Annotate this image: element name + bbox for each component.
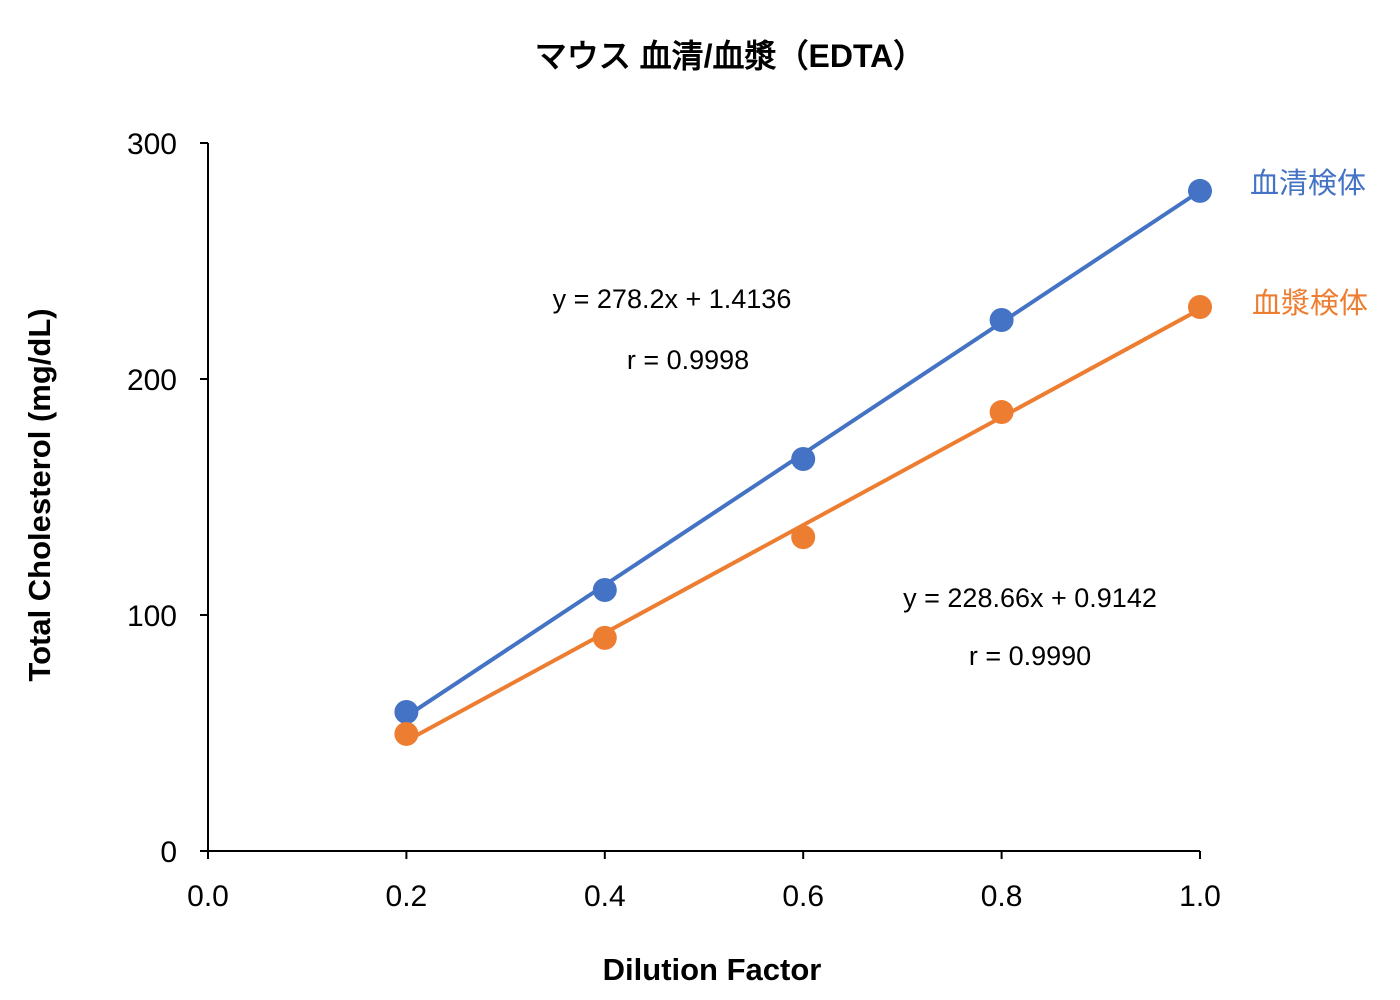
data-point-1-4 (1188, 295, 1212, 320)
data-point-1-3 (989, 400, 1014, 425)
x-axis-label: Dilution Factor (603, 952, 822, 987)
serum-equation: y = 278.2x + 1.4136 (553, 284, 792, 314)
data-point-1-1 (592, 625, 617, 650)
plot-area (394, 178, 1212, 746)
plasma-series-label: 血漿検体 (1252, 287, 1368, 320)
data-point-0-1 (592, 577, 617, 602)
x-tick-label: 0.4 (584, 880, 626, 913)
y-axis-label: Total Cholesterol (mg/dL) (22, 308, 57, 681)
y-tick-label: 300 (127, 128, 177, 161)
x-tick-label: 1.0 (1179, 880, 1221, 913)
data-point-0-2 (791, 447, 816, 472)
plasma-equation: y = 228.66x + 0.9142 (903, 583, 1157, 613)
data-point-1-2 (791, 525, 816, 550)
chart-title: マウス 血清/血漿（EDTA） (535, 38, 926, 74)
plasma-r-value: r = 0.9990 (969, 641, 1091, 671)
y-tick-label: 0 (160, 836, 177, 869)
data-point-0-0 (394, 699, 419, 724)
x-tick-label: 0.2 (386, 880, 428, 913)
data-point-1-0 (394, 721, 419, 746)
axes: 0.0 0.2 0.4 0.6 0.8 1.0 0 100 200 300 (127, 128, 1221, 913)
x-tick-label: 0.8 (981, 880, 1023, 913)
x-tick-label: 0.6 (782, 880, 824, 913)
trendline-1 (405, 307, 1201, 743)
data-point-0-3 (989, 308, 1014, 332)
y-tick-label: 100 (127, 600, 177, 633)
data-point-0-4 (1188, 178, 1212, 203)
x-tick-label: 0.0 (187, 880, 229, 913)
serum-r-value: r = 0.9998 (627, 345, 749, 375)
y-tick-label: 200 (127, 364, 177, 397)
serum-series-label: 血清検体 (1250, 167, 1366, 200)
